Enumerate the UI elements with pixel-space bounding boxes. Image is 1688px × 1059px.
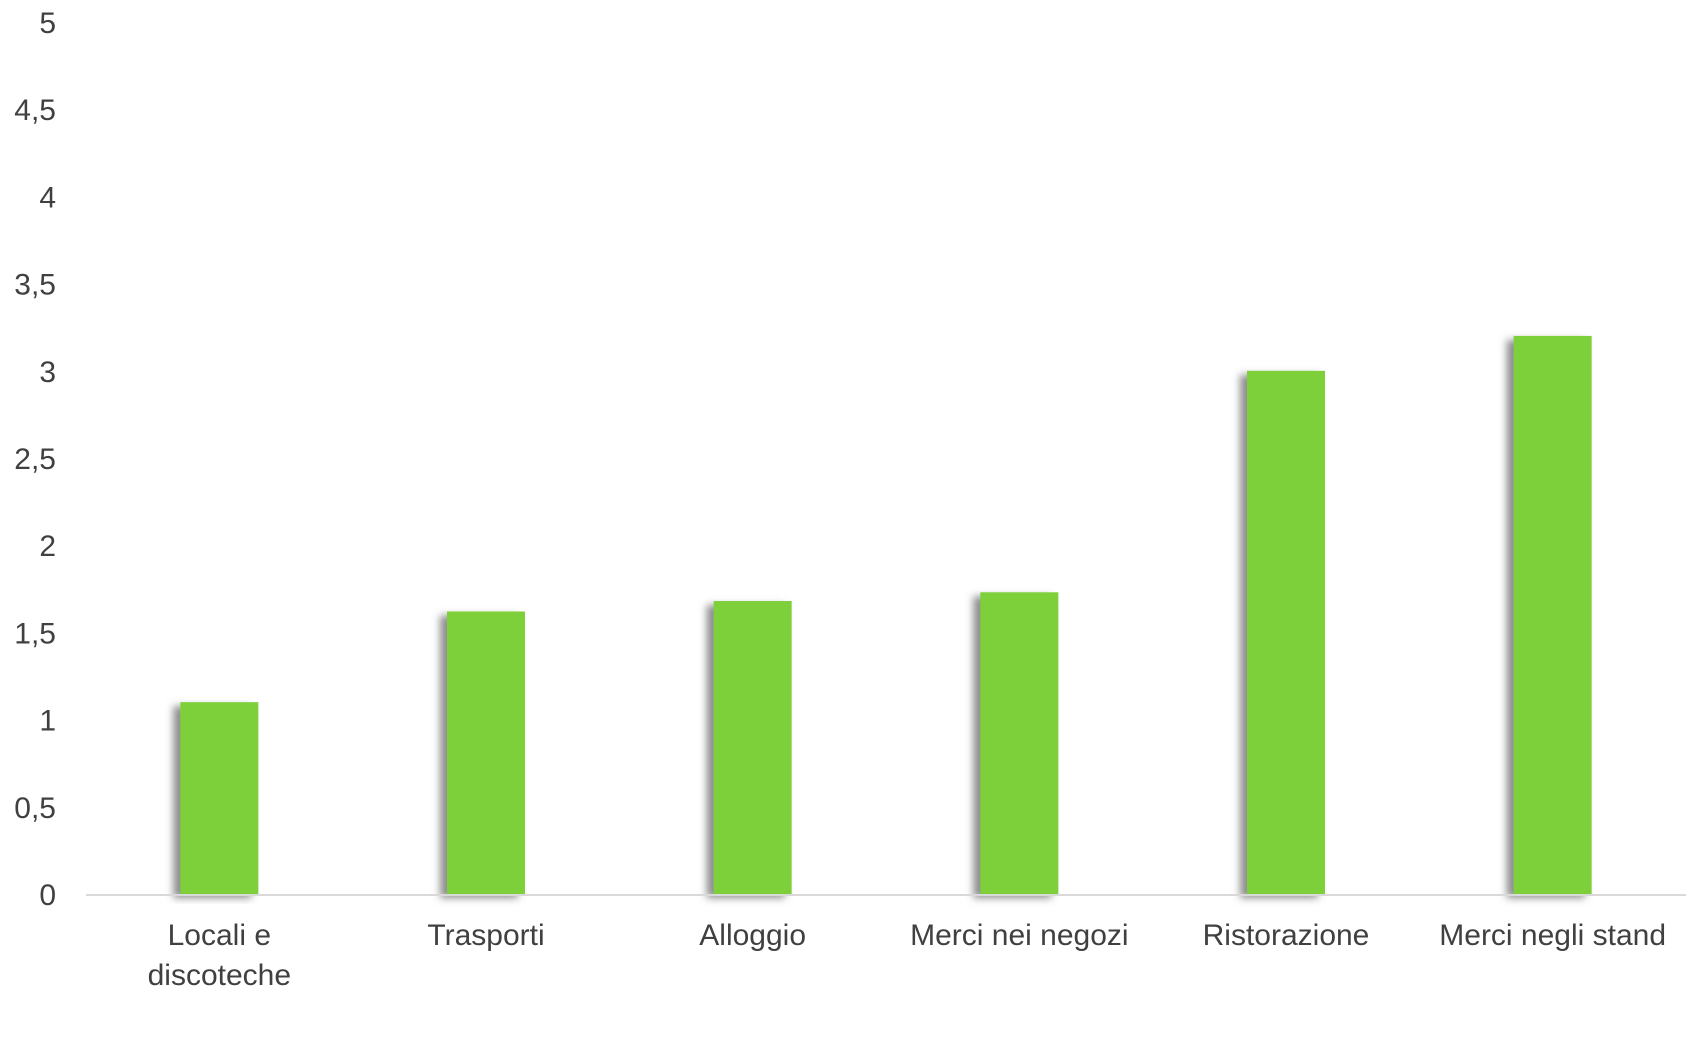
bar (713, 601, 792, 894)
bar (980, 592, 1059, 894)
bar (1513, 335, 1592, 894)
y-tick-label: 3,5 (14, 269, 56, 302)
x-category-label-line: Trasporti (427, 919, 544, 952)
x-category-label-line: Merci nei negozi (910, 919, 1128, 952)
x-category-label: Trasporti (427, 919, 544, 952)
x-category-label-line: Alloggio (699, 919, 806, 952)
y-tick-label: 5 (39, 7, 56, 40)
y-tick-label: 0 (39, 879, 56, 912)
bar (180, 702, 259, 894)
bar (1247, 370, 1325, 894)
bars-group (180, 335, 1592, 894)
x-category-label: Locali e discoteche (148, 919, 291, 992)
x-category-label: Merci nei negozi (910, 919, 1128, 952)
y-tick-label: 3 (39, 356, 56, 389)
y-tick-label: 2,5 (14, 443, 56, 476)
x-category-label-line: discoteche (148, 959, 291, 992)
x-category-label: Ristorazione (1203, 919, 1370, 952)
y-axis-tick-labels: 0 0,5 1 1,5 2 2,5 3 3,5 4 4,5 5 (14, 7, 56, 912)
bar (447, 611, 525, 894)
x-category-label-line: Merci negli stand (1439, 919, 1666, 952)
y-tick-label: 1 (39, 705, 56, 738)
y-tick-label: 1,5 (14, 617, 56, 650)
x-category-label: Alloggio (699, 919, 806, 952)
x-category-label: Merci negli stand (1439, 919, 1666, 952)
x-category-label-line: Locali e (168, 919, 271, 952)
x-axis-category-labels: Locali e discoteche Trasporti Alloggio Merci… (148, 919, 1666, 992)
x-category-label-line: Ristorazione (1203, 919, 1370, 952)
y-tick-label: 2 (39, 530, 56, 563)
y-tick-label: 4 (39, 181, 56, 214)
y-tick-label: 0,5 (14, 792, 56, 825)
y-tick-label: 4,5 (14, 94, 56, 127)
